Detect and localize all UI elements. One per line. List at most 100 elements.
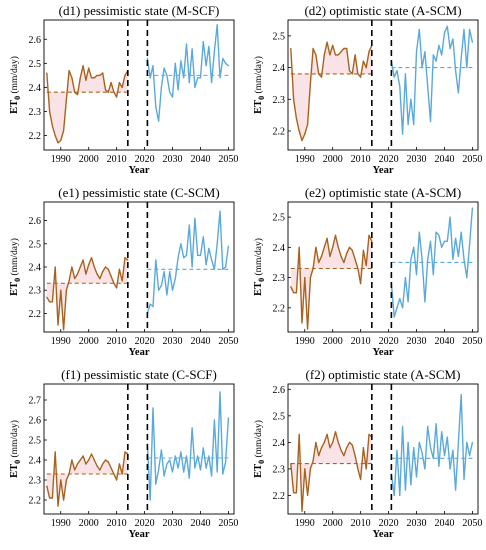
series-line-future [390, 207, 474, 318]
point-future-2024 [399, 494, 401, 496]
point-future-2047 [463, 28, 465, 31]
plot-area [290, 25, 474, 142]
point-historical-1985 [290, 286, 292, 288]
point-future-2023 [396, 449, 398, 451]
x-tick-label-2050: 2050 [218, 518, 238, 529]
point-future-2044 [211, 259, 213, 261]
shade-historical [46, 65, 128, 143]
panel-f2: 1990 2000 2010 2020 2030 2040 2050 2.2 2.3 2.4 2.5… [253, 367, 482, 540]
point-future-2031 [174, 278, 176, 280]
point-historical-1987 [295, 492, 297, 494]
point-historical-2007 [107, 91, 109, 93]
point-future-2023 [396, 307, 398, 309]
point-future-2034 [183, 471, 185, 473]
point-historical-1988 [298, 130, 300, 132]
point-historical-2012 [121, 280, 123, 282]
axes-frame [43, 19, 235, 151]
point-historical-1996 [320, 447, 323, 449]
x-tick-label-2030: 2030 [163, 518, 183, 529]
point-historical-1987 [51, 301, 54, 303]
point-future-2031 [418, 28, 420, 31]
point-future-2042 [449, 216, 451, 218]
point-historical-1995 [74, 469, 76, 471]
point-historical-1991 [307, 124, 309, 126]
point-historical-1997 [323, 246, 325, 248]
x-tick-label-2050: 2050 [462, 518, 482, 529]
point-historical-1995 [318, 73, 320, 75]
point-future-2032 [421, 452, 423, 454]
point-historical-2008 [354, 54, 356, 56]
point-historical-1998 [82, 259, 84, 261]
chart-title: (f2) optimistic state (A-SCM) [306, 367, 461, 382]
point-historical-1991 [307, 328, 309, 330]
point-future-2025 [158, 469, 160, 471]
y-tick-label-2.2: 2.2 [273, 126, 286, 137]
point-historical-2013 [124, 74, 126, 76]
point-historical-1994 [315, 54, 317, 56]
point-future-2026 [160, 285, 162, 287]
point-historical-1992 [309, 277, 311, 279]
x-tick-label-2040: 2040 [190, 518, 210, 529]
point-historical-2008 [110, 82, 112, 84]
point-future-2036 [188, 224, 190, 226]
point-future-2027 [163, 475, 165, 477]
y-tick-label-2.5: 2.5 [273, 213, 286, 224]
point-future-2050 [471, 41, 473, 43]
point-future-2039 [197, 77, 199, 79]
point-historical-1989 [301, 322, 303, 324]
point-historical-2003 [96, 74, 98, 76]
point-future-2022 [393, 494, 395, 496]
point-historical-1985 [46, 72, 48, 74]
point-historical-2011 [362, 447, 364, 449]
point-historical-1999 [329, 447, 331, 449]
point-historical-2011 [362, 60, 364, 62]
x-tick-label-2000: 2000 [79, 518, 99, 529]
point-historical-1986 [49, 497, 51, 499]
point-historical-1998 [326, 237, 328, 239]
series-line-historical [290, 234, 373, 330]
point-historical-1990 [304, 133, 306, 135]
point-future-2046 [460, 394, 462, 396]
point-historical-2004 [343, 261, 345, 264]
point-historical-2010 [360, 76, 362, 78]
point-future-2041 [446, 240, 448, 242]
chart-title: (e1) pessimistic state (C-SCM) [58, 185, 219, 200]
point-historical-2005 [102, 463, 104, 465]
point-historical-2007 [351, 249, 353, 251]
y-tick-label-2.4: 2.4 [29, 263, 42, 274]
x-tick-label-2050: 2050 [218, 154, 238, 165]
point-future-2029 [413, 246, 415, 248]
point-future-2050 [471, 441, 473, 443]
point-historical-1999 [85, 273, 87, 275]
point-future-2040 [199, 254, 202, 256]
series-line-future [390, 25, 474, 135]
point-historical-2002 [93, 459, 95, 461]
point-historical-1997 [323, 441, 325, 443]
point-historical-1993 [68, 473, 70, 475]
x-tick-label-2050: 2050 [462, 154, 482, 165]
point-historical-2002 [93, 266, 95, 268]
point-future-2023 [396, 70, 398, 72]
x-tick-label-1990: 1990 [295, 154, 315, 165]
shade-historical [290, 235, 372, 329]
point-future-2043 [208, 247, 210, 249]
point-future-2027 [407, 441, 409, 443]
point-historical-2006 [104, 459, 107, 461]
x-tick-label-2020: 2020 [135, 518, 155, 529]
x-tick-label-2040: 2040 [434, 154, 454, 165]
point-historical-1991 [63, 329, 65, 331]
point-future-2043 [208, 45, 210, 48]
axes-frame [287, 19, 479, 151]
x-tick-label-2040: 2040 [434, 518, 454, 529]
point-historical-2011 [118, 82, 120, 84]
point-future-2047 [219, 391, 221, 393]
point-historical-2002 [337, 441, 339, 443]
y-axis-label: ET0 (mm/day) [253, 238, 266, 296]
point-future-2049 [469, 28, 471, 31]
point-historical-1988 [54, 451, 56, 453]
point-historical-1998 [326, 41, 328, 43]
x-tick-label-2020: 2020 [135, 336, 155, 347]
chart-title: (d1) pessimistic state (M-SCF) [59, 3, 220, 18]
point-future-2029 [169, 91, 171, 93]
point-historical-2005 [102, 271, 104, 273]
